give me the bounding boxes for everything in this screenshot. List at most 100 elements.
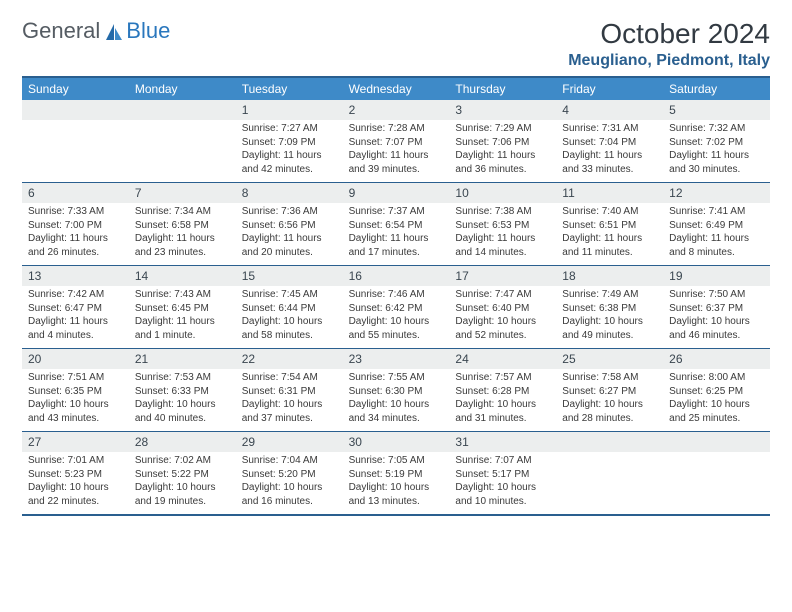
day-number: 4 [556, 100, 663, 120]
day-cell: 31Sunrise: 7:07 AMSunset: 5:17 PMDayligh… [449, 432, 556, 514]
day-number-bar [556, 432, 663, 452]
day-number: 30 [343, 432, 450, 452]
weekday-label: Tuesday [236, 78, 343, 100]
week-row: 1Sunrise: 7:27 AMSunset: 7:09 PMDaylight… [22, 100, 770, 182]
day-body: Sunrise: 7:55 AMSunset: 6:30 PMDaylight:… [343, 369, 450, 431]
day-number: 5 [663, 100, 770, 120]
week-row: 20Sunrise: 7:51 AMSunset: 6:35 PMDayligh… [22, 348, 770, 431]
day-body: Sunrise: 7:40 AMSunset: 6:51 PMDaylight:… [556, 203, 663, 265]
day-body: Sunrise: 7:27 AMSunset: 7:09 PMDaylight:… [236, 120, 343, 182]
day-cell: 22Sunrise: 7:54 AMSunset: 6:31 PMDayligh… [236, 349, 343, 431]
day-number-bar: 9 [343, 183, 450, 203]
day-number-bar: 22 [236, 349, 343, 369]
day-body: Sunrise: 7:46 AMSunset: 6:42 PMDaylight:… [343, 286, 450, 348]
day-body: Sunrise: 7:05 AMSunset: 5:19 PMDaylight:… [343, 452, 450, 514]
day-number: 17 [449, 266, 556, 286]
day-body [22, 120, 129, 142]
day-cell: 25Sunrise: 7:58 AMSunset: 6:27 PMDayligh… [556, 349, 663, 431]
weekday-label: Friday [556, 78, 663, 100]
day-number: 22 [236, 349, 343, 369]
day-body: Sunrise: 7:45 AMSunset: 6:44 PMDaylight:… [236, 286, 343, 348]
day-cell: 17Sunrise: 7:47 AMSunset: 6:40 PMDayligh… [449, 266, 556, 348]
day-number-bar: 18 [556, 266, 663, 286]
day-number-bar: 6 [22, 183, 129, 203]
weekday-label: Sunday [22, 78, 129, 100]
day-number-bar: 5 [663, 100, 770, 120]
week-row: 27Sunrise: 7:01 AMSunset: 5:23 PMDayligh… [22, 431, 770, 514]
day-body: Sunrise: 7:37 AMSunset: 6:54 PMDaylight:… [343, 203, 450, 265]
weekday-label: Thursday [449, 78, 556, 100]
day-number: 14 [129, 266, 236, 286]
day-cell: 12Sunrise: 7:41 AMSunset: 6:49 PMDayligh… [663, 183, 770, 265]
day-number: 11 [556, 183, 663, 203]
day-cell: 1Sunrise: 7:27 AMSunset: 7:09 PMDaylight… [236, 100, 343, 182]
day-number-bar: 31 [449, 432, 556, 452]
day-body: Sunrise: 8:00 AMSunset: 6:25 PMDaylight:… [663, 369, 770, 431]
day-number-bar: 8 [236, 183, 343, 203]
day-number-bar: 17 [449, 266, 556, 286]
header: General Blue October 2024 Meugliano, Pie… [22, 18, 770, 70]
day-number [22, 100, 129, 120]
day-number: 31 [449, 432, 556, 452]
day-body: Sunrise: 7:57 AMSunset: 6:28 PMDaylight:… [449, 369, 556, 431]
day-number-bar: 20 [22, 349, 129, 369]
day-number-bar: 1 [236, 100, 343, 120]
day-body: Sunrise: 7:34 AMSunset: 6:58 PMDaylight:… [129, 203, 236, 265]
day-number-bar: 29 [236, 432, 343, 452]
day-cell: 11Sunrise: 7:40 AMSunset: 6:51 PMDayligh… [556, 183, 663, 265]
day-number: 24 [449, 349, 556, 369]
calendar: SundayMondayTuesdayWednesdayThursdayFrid… [22, 76, 770, 516]
day-body: Sunrise: 7:01 AMSunset: 5:23 PMDaylight:… [22, 452, 129, 514]
day-cell [663, 432, 770, 514]
day-body: Sunrise: 7:04 AMSunset: 5:20 PMDaylight:… [236, 452, 343, 514]
day-number-bar: 2 [343, 100, 450, 120]
day-number: 13 [22, 266, 129, 286]
day-body: Sunrise: 7:51 AMSunset: 6:35 PMDaylight:… [22, 369, 129, 431]
day-number: 7 [129, 183, 236, 203]
day-cell: 18Sunrise: 7:49 AMSunset: 6:38 PMDayligh… [556, 266, 663, 348]
weeks-container: 1Sunrise: 7:27 AMSunset: 7:09 PMDaylight… [22, 100, 770, 514]
day-cell: 26Sunrise: 8:00 AMSunset: 6:25 PMDayligh… [663, 349, 770, 431]
day-body: Sunrise: 7:41 AMSunset: 6:49 PMDaylight:… [663, 203, 770, 265]
day-body: Sunrise: 7:53 AMSunset: 6:33 PMDaylight:… [129, 369, 236, 431]
day-body: Sunrise: 7:33 AMSunset: 7:00 PMDaylight:… [22, 203, 129, 265]
day-body: Sunrise: 7:02 AMSunset: 5:22 PMDaylight:… [129, 452, 236, 514]
day-number-bar: 28 [129, 432, 236, 452]
day-number-bar: 3 [449, 100, 556, 120]
day-cell: 9Sunrise: 7:37 AMSunset: 6:54 PMDaylight… [343, 183, 450, 265]
day-number-bar: 24 [449, 349, 556, 369]
day-number-bar: 7 [129, 183, 236, 203]
day-cell [129, 100, 236, 182]
day-number: 16 [343, 266, 450, 286]
day-cell: 5Sunrise: 7:32 AMSunset: 7:02 PMDaylight… [663, 100, 770, 182]
day-cell: 23Sunrise: 7:55 AMSunset: 6:30 PMDayligh… [343, 349, 450, 431]
day-number: 10 [449, 183, 556, 203]
day-cell: 8Sunrise: 7:36 AMSunset: 6:56 PMDaylight… [236, 183, 343, 265]
day-cell: 24Sunrise: 7:57 AMSunset: 6:28 PMDayligh… [449, 349, 556, 431]
day-number-bar: 4 [556, 100, 663, 120]
day-number-bar: 13 [22, 266, 129, 286]
day-number-bar: 14 [129, 266, 236, 286]
day-body: Sunrise: 7:38 AMSunset: 6:53 PMDaylight:… [449, 203, 556, 265]
day-number-bar: 16 [343, 266, 450, 286]
brand-logo: General Blue [22, 18, 170, 44]
day-cell: 3Sunrise: 7:29 AMSunset: 7:06 PMDaylight… [449, 100, 556, 182]
week-row: 6Sunrise: 7:33 AMSunset: 7:00 PMDaylight… [22, 182, 770, 265]
day-cell [556, 432, 663, 514]
day-cell: 20Sunrise: 7:51 AMSunset: 6:35 PMDayligh… [22, 349, 129, 431]
weekday-label: Monday [129, 78, 236, 100]
day-body [129, 120, 236, 142]
day-number: 2 [343, 100, 450, 120]
day-number: 21 [129, 349, 236, 369]
day-number: 20 [22, 349, 129, 369]
day-number: 19 [663, 266, 770, 286]
day-body: Sunrise: 7:43 AMSunset: 6:45 PMDaylight:… [129, 286, 236, 348]
day-body: Sunrise: 7:49 AMSunset: 6:38 PMDaylight:… [556, 286, 663, 348]
day-cell: 6Sunrise: 7:33 AMSunset: 7:00 PMDaylight… [22, 183, 129, 265]
day-body [663, 452, 770, 474]
day-number: 23 [343, 349, 450, 369]
day-body: Sunrise: 7:36 AMSunset: 6:56 PMDaylight:… [236, 203, 343, 265]
day-number: 15 [236, 266, 343, 286]
day-body: Sunrise: 7:54 AMSunset: 6:31 PMDaylight:… [236, 369, 343, 431]
day-number: 8 [236, 183, 343, 203]
